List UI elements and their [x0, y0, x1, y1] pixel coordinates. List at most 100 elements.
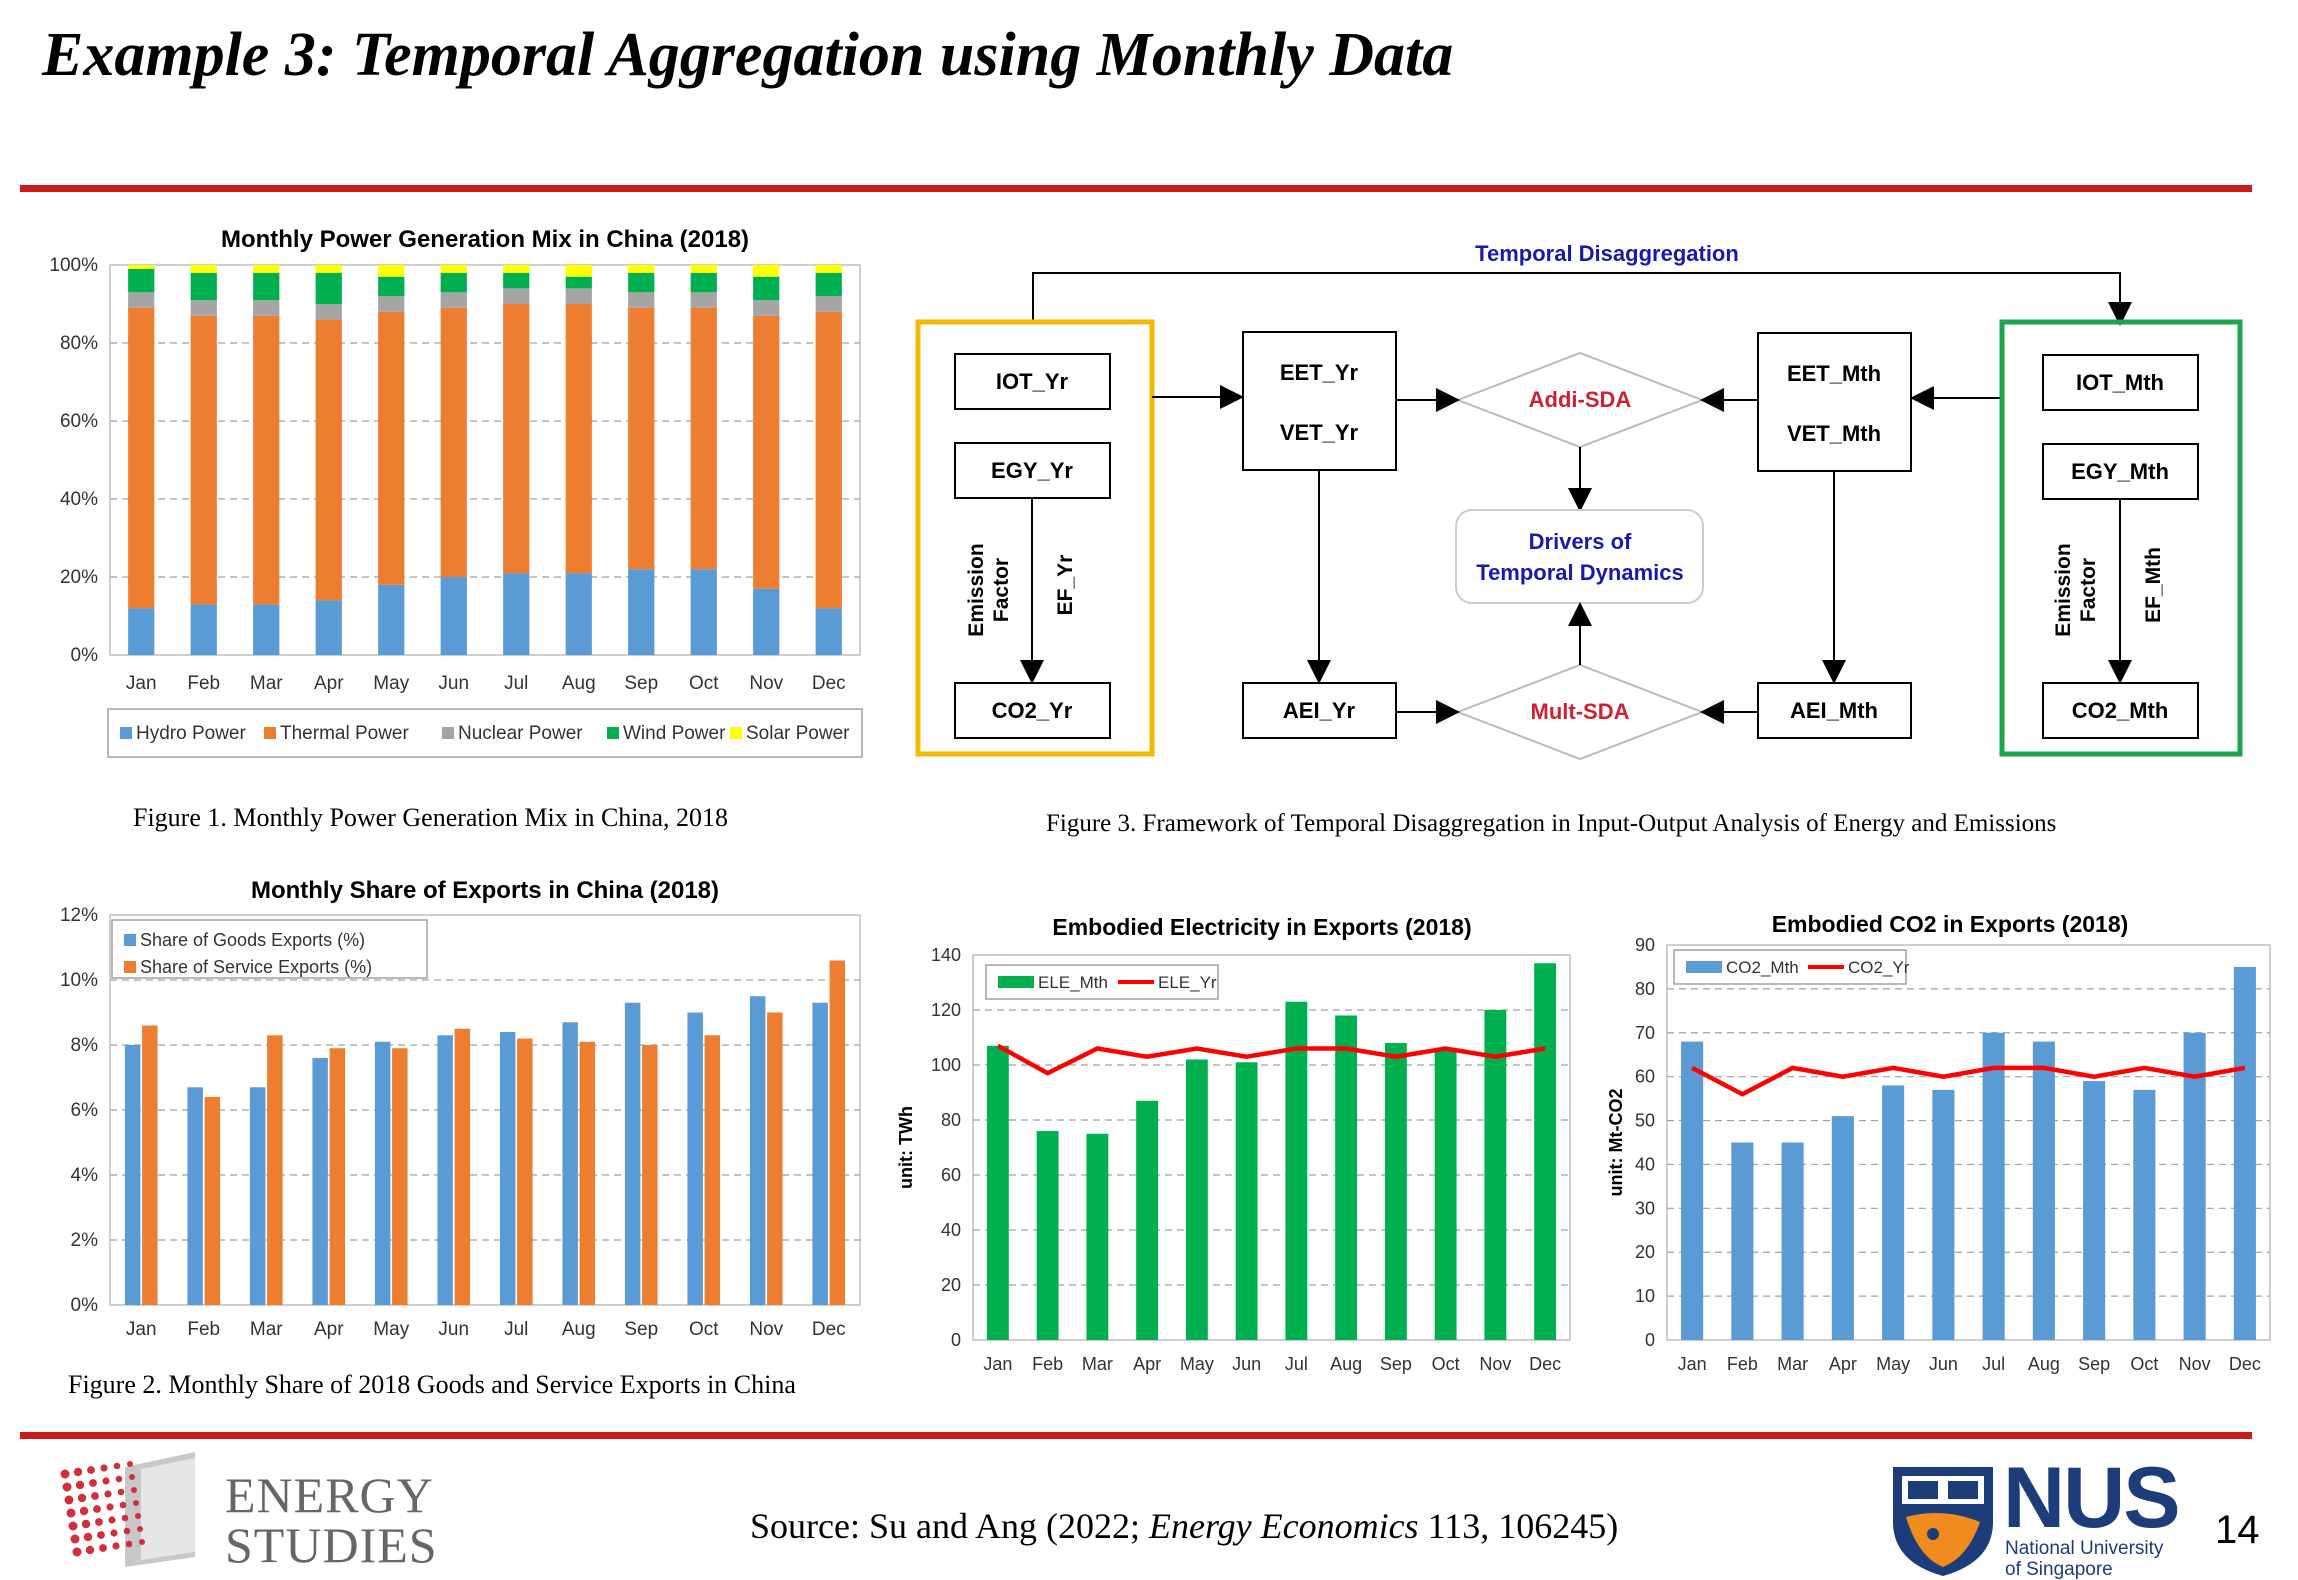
- bar: [628, 307, 655, 570]
- bar: [690, 292, 717, 308]
- nus-line2: of Singapore: [2005, 1559, 2113, 1580]
- top-divider: [20, 185, 2252, 192]
- logo-dot: [62, 1482, 72, 1492]
- factor-label: Factor: [990, 558, 1013, 622]
- y-tick-label: 20%: [60, 567, 98, 588]
- y-tick-label: 60: [941, 1165, 961, 1185]
- iot-mth-label: IOT_Mth: [2076, 370, 2164, 395]
- vet-yr-label: VET_Yr: [1280, 420, 1359, 445]
- bar: [2233, 966, 2256, 1340]
- bar: [440, 307, 467, 577]
- logo-dot: [102, 1477, 110, 1485]
- bar: [1335, 1015, 1358, 1340]
- chart-title: Monthly Power Generation Mix in China (2…: [221, 226, 749, 253]
- energy-studies-logo-icon: [60, 1452, 195, 1567]
- bar: [378, 265, 405, 277]
- legend-swatch: [998, 976, 1034, 988]
- bar: [2032, 1041, 2055, 1340]
- legend-label: Nuclear Power: [458, 723, 583, 744]
- x-tick-label: Mar: [250, 673, 283, 694]
- x-tick-label: May: [373, 673, 409, 694]
- bar: [815, 608, 842, 655]
- x-tick-label: Sep: [624, 673, 658, 694]
- logo-dot: [75, 1480, 85, 1490]
- bar: [690, 569, 717, 655]
- legend-label: Solar Power: [746, 723, 850, 744]
- bar: [986, 1045, 1009, 1340]
- logo-dot: [117, 1488, 125, 1496]
- logo-dot: [97, 1531, 105, 1539]
- x-tick-label: Feb: [187, 1319, 220, 1340]
- source-citation: Source: Su and Ang (2022; Energy Economi…: [750, 1505, 1618, 1547]
- x-tick-label: Jun: [1232, 1354, 1261, 1374]
- bar: [565, 288, 592, 304]
- bar: [704, 1035, 721, 1305]
- x-tick-label: Oct: [689, 1319, 719, 1340]
- co2-yr-box: [954, 682, 1111, 739]
- bar: [624, 1002, 641, 1305]
- bar: [315, 600, 342, 655]
- bar: [378, 584, 405, 655]
- y-tick-label: 4%: [71, 1165, 99, 1186]
- chart-title: Monthly Share of Exports in China (2018): [251, 877, 719, 904]
- page-number: 14: [2215, 1508, 2260, 1552]
- bar: [1434, 1048, 1457, 1340]
- bar: [329, 1048, 346, 1305]
- co2-mth-label: CO2_Mth: [2072, 698, 2169, 723]
- y-tick-label: 6%: [71, 1100, 99, 1121]
- y-tick-label: 40: [941, 1220, 961, 1240]
- y-tick-label: 20: [1635, 1242, 1655, 1262]
- bar: [315, 265, 342, 273]
- y-tick-label: 80%: [60, 333, 98, 354]
- logo-dot: [119, 1501, 127, 1509]
- x-tick-label: Sep: [1380, 1354, 1412, 1374]
- slide-title: Example 3: Temporal Aggregation using Mo…: [42, 21, 1454, 89]
- bar: [815, 311, 842, 609]
- ef-mth-label: EF_Mth: [2142, 547, 2165, 623]
- bar: [565, 304, 592, 574]
- bar: [565, 265, 592, 277]
- logo-dot: [60, 1469, 70, 1479]
- legend-label: Hydro Power: [136, 723, 246, 744]
- bar: [503, 304, 530, 574]
- bar: [312, 1058, 328, 1305]
- logo-dot: [106, 1503, 114, 1511]
- bar: [1831, 1116, 1854, 1340]
- plot-area: [972, 954, 1571, 1341]
- bar: [628, 265, 655, 273]
- x-tick-label: Oct: [2130, 1354, 2158, 1374]
- y-tick-label: 2%: [71, 1230, 99, 1251]
- bar: [1235, 1062, 1258, 1340]
- y-tick-label: 30: [1635, 1198, 1655, 1218]
- bar: [690, 265, 717, 273]
- source-journal: Energy Economics: [1148, 1506, 1419, 1546]
- bar: [1185, 1059, 1208, 1340]
- x-tick-label: Feb: [187, 673, 220, 694]
- y-tick-label: 140: [931, 945, 961, 965]
- x-tick-label: Sep: [2078, 1354, 2110, 1374]
- legend-swatch: [124, 934, 136, 946]
- plot-area: [1666, 944, 2271, 1341]
- y-tick-label: 10: [1635, 1286, 1655, 1306]
- bar: [815, 272, 842, 297]
- x-tick-label: Aug: [1330, 1354, 1362, 1374]
- logo-dot: [115, 1475, 123, 1483]
- bar: [1384, 1043, 1407, 1340]
- bar: [253, 300, 280, 316]
- vet-mth-label: VET_Mth: [1787, 421, 1881, 446]
- bar: [1036, 1131, 1059, 1340]
- x-tick-label: Jul: [1982, 1354, 2005, 1374]
- x-tick-label: Mar: [250, 1319, 283, 1340]
- energy-studies-logo-text: ENERGY STUDIES: [225, 1470, 438, 1570]
- logo-dot: [95, 1518, 103, 1526]
- eet-vet-mth-box: [1757, 332, 1912, 472]
- nus-line1: National University: [2005, 1538, 2164, 1559]
- x-tick-label: Apr: [314, 1319, 344, 1340]
- x-tick-label: Nov: [2179, 1354, 2211, 1374]
- y-tick-label: 0%: [71, 1295, 99, 1316]
- mult-sda-label: Mult-SDA: [1531, 699, 1630, 724]
- legend-swatch: [1686, 961, 1722, 973]
- bar: [249, 1087, 266, 1305]
- bar: [812, 1002, 828, 1305]
- bar: [204, 1097, 221, 1305]
